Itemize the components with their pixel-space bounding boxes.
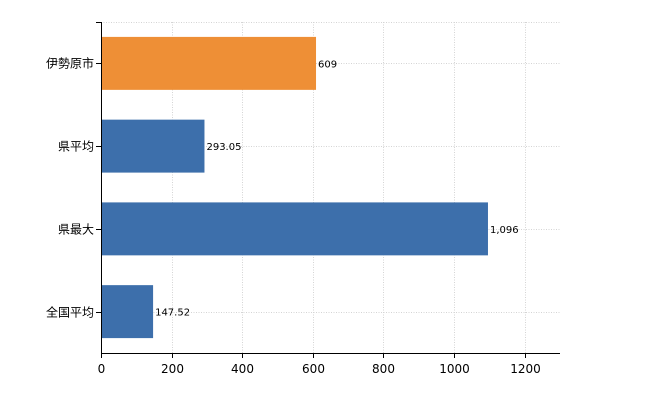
y-tick-label: 県最大 <box>58 223 94 237</box>
bar-2 <box>101 119 205 173</box>
x-tick-label: 1200 <box>510 362 541 376</box>
y-tick-label: 県平均 <box>58 140 94 154</box>
x-tick-label: 200 <box>161 362 184 376</box>
x-tick-label: 800 <box>372 362 395 376</box>
axes-layer <box>101 22 560 354</box>
y-tick-label: 全国平均 <box>46 305 94 320</box>
bar-3 <box>101 202 488 256</box>
data-label: 609 <box>318 59 337 70</box>
bar-4 <box>101 285 154 339</box>
x-tick-label: 600 <box>302 362 325 376</box>
data-label: 293.05 <box>206 142 241 153</box>
data-label: 1,096 <box>490 225 519 236</box>
x-tick-label: 0 <box>98 362 106 376</box>
data-label: 147.52 <box>155 308 190 319</box>
x-tick-label: 400 <box>231 362 254 376</box>
bars-layer <box>101 36 488 339</box>
bar-1 <box>101 36 317 90</box>
y-tick-label: 伊勢原市 <box>46 56 94 71</box>
x-tick-label: 1000 <box>439 362 470 376</box>
